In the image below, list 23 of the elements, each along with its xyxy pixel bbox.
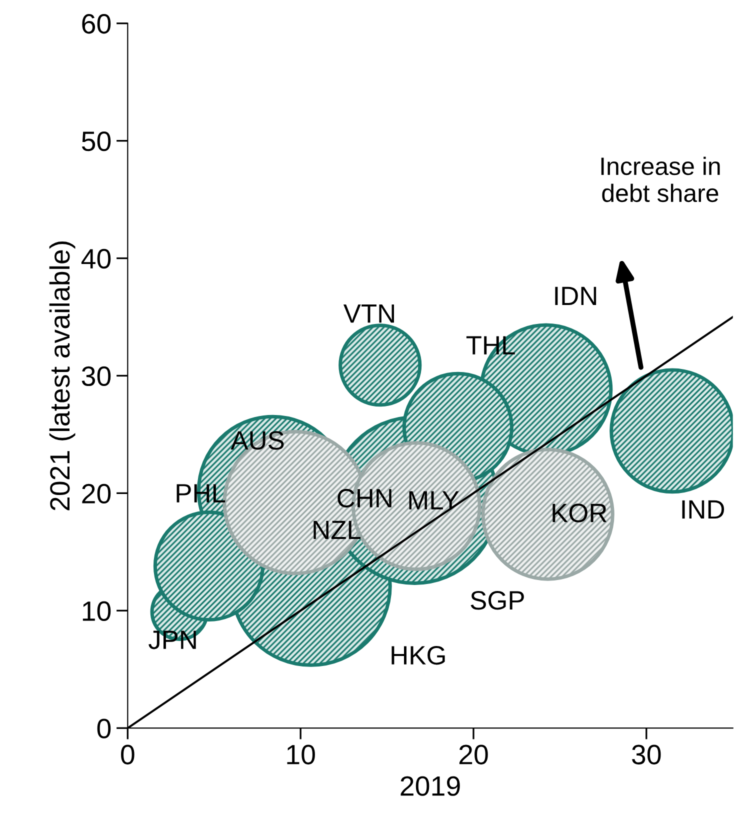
y-tick-label: 60 — [82, 14, 111, 34]
x-tick-label: 30 — [632, 744, 661, 764]
annotation: CHN — [338, 488, 392, 508]
y-axis-title: 2021 (latest available) — [49, 242, 76, 510]
y-tick-label: 30 — [82, 366, 111, 386]
x-tick-label: 20 — [459, 744, 488, 764]
annotation: IND — [682, 500, 724, 519]
annotation: SGP — [470, 591, 524, 610]
annotation: IDN — [555, 286, 596, 306]
annotation: KOR — [552, 504, 606, 522]
x-tick-label: 0 — [121, 744, 134, 764]
annotation: VTN — [343, 304, 394, 323]
y-tick-label: 10 — [82, 601, 111, 621]
annotation: NZL — [314, 520, 361, 539]
annotation: Increase in debt share — [601, 156, 720, 202]
y-tick-label: 50 — [82, 131, 111, 152]
annotation: HKG — [392, 646, 445, 665]
y-tick-label: 20 — [82, 484, 111, 504]
y-tick-label: 0 — [97, 718, 111, 738]
annotation: MLY — [409, 491, 459, 510]
x-tick-label: 10 — [287, 744, 315, 764]
y-tick-label: 40 — [81, 248, 111, 269]
x-axis-title: 2019 — [400, 776, 460, 796]
